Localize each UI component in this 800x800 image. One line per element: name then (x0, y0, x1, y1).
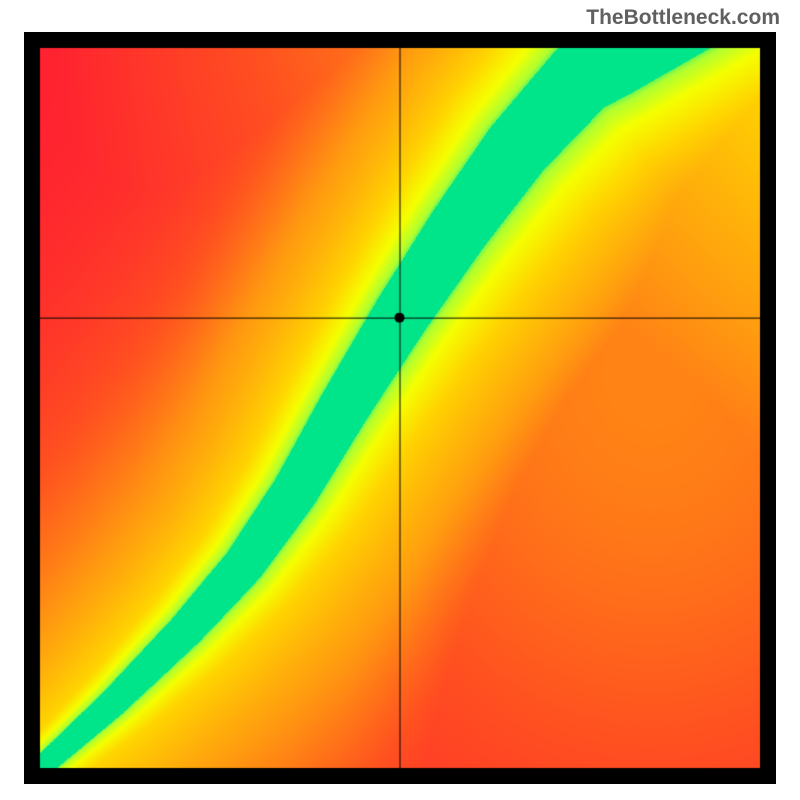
watermark-text: TheBottleneck.com (586, 6, 780, 30)
heatmap-canvas (24, 32, 776, 784)
heatmap-frame (24, 32, 776, 784)
chart-container: TheBottleneck.com (0, 0, 800, 800)
